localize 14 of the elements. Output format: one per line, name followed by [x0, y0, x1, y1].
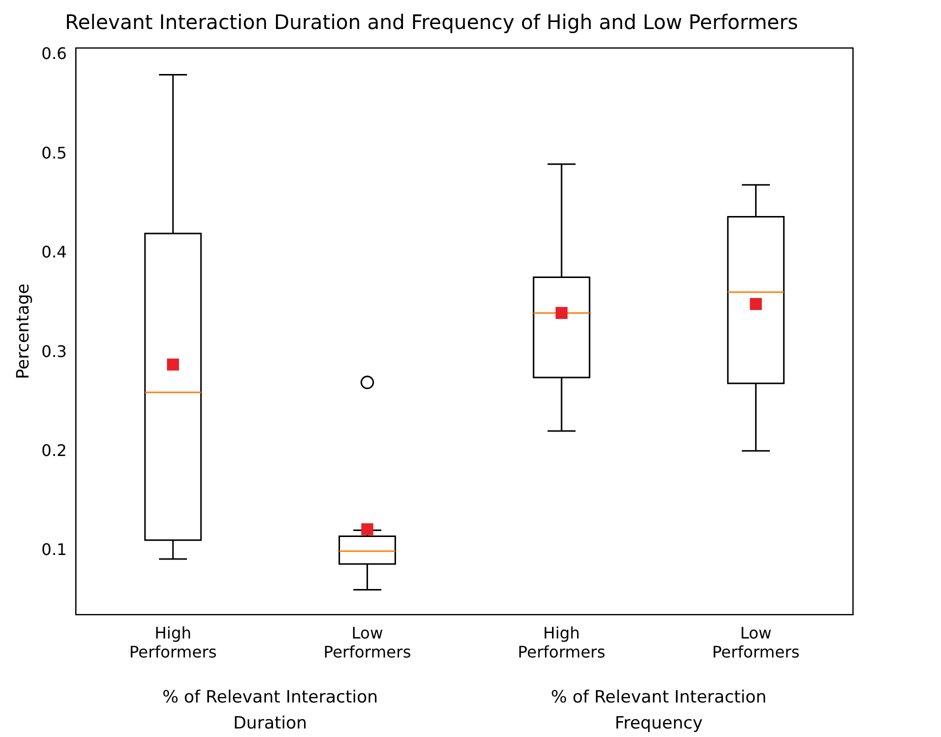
x-tick-label: Low Performers [712, 623, 800, 662]
y-tick-label: 0.2 [41, 441, 67, 460]
y-tick-label: 0.6 [41, 44, 67, 64]
chart-title: Relevant Interaction Duration and Frequency of High and Low Performers [64, 10, 798, 34]
text: % of Relevant Interaction Frequency [550, 688, 767, 734]
y-tick-label: 0.4 [41, 242, 67, 262]
y-tick-label: 0.5 [41, 143, 67, 162]
text: % of Relevant Interaction Duration [162, 688, 378, 734]
y-tick-label: 0.1 [41, 540, 67, 560]
x-tick-label: High Performers [129, 623, 217, 662]
x-tick-label: High Performers [518, 623, 606, 662]
y-tick-label: 0.3 [41, 342, 67, 361]
y-axis-title: Percentage [14, 283, 34, 380]
x-tick-label: Low Performers [323, 623, 412, 662]
